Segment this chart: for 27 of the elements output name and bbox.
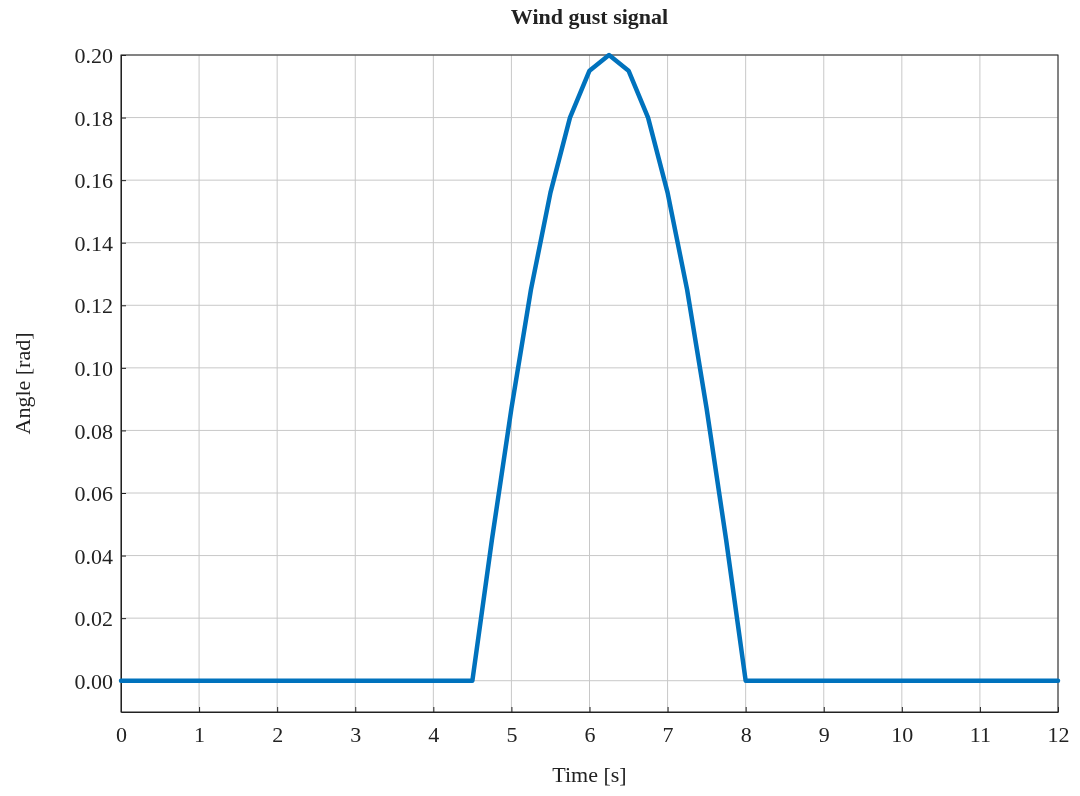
y-tick-label: 0.18 — [74, 105, 113, 131]
y-tick-label: 0.06 — [74, 481, 113, 507]
y-tick-label: 0.10 — [74, 356, 113, 382]
x-tick-label: 7 — [662, 722, 674, 747]
y-tick-label: 0.20 — [74, 43, 113, 69]
y-tick-label: 0.02 — [74, 606, 113, 632]
y-axis-title: Angle [rad] — [10, 332, 35, 435]
y-tick-label: 0.08 — [74, 418, 113, 444]
x-tick-label: 9 — [818, 722, 830, 747]
x-tick-label: 8 — [740, 722, 752, 747]
y-tick-label: 0.04 — [74, 543, 113, 569]
y-tick-label: 0.14 — [74, 230, 113, 256]
x-tick-label: 10 — [891, 722, 914, 747]
x-tick-label: 4 — [428, 722, 440, 747]
x-tick-label: 2 — [272, 722, 284, 747]
x-tick-label: 5 — [506, 722, 518, 747]
x-axis-title: Time [s] — [552, 762, 627, 787]
x-tick-label: 1 — [194, 722, 206, 747]
x-tick-label: 6 — [584, 722, 596, 747]
x-tick-label: 11 — [969, 722, 992, 747]
x-tick-label: 0 — [116, 722, 127, 747]
y-tick-label: 0.12 — [74, 293, 113, 319]
y-tick-label: 0.16 — [74, 168, 113, 194]
x-tick-label: 12 — [1047, 722, 1070, 747]
chart-title: Wind gust signal — [510, 4, 669, 29]
x-tick-label: 3 — [350, 722, 362, 747]
y-tick-label: 0.00 — [74, 668, 113, 694]
